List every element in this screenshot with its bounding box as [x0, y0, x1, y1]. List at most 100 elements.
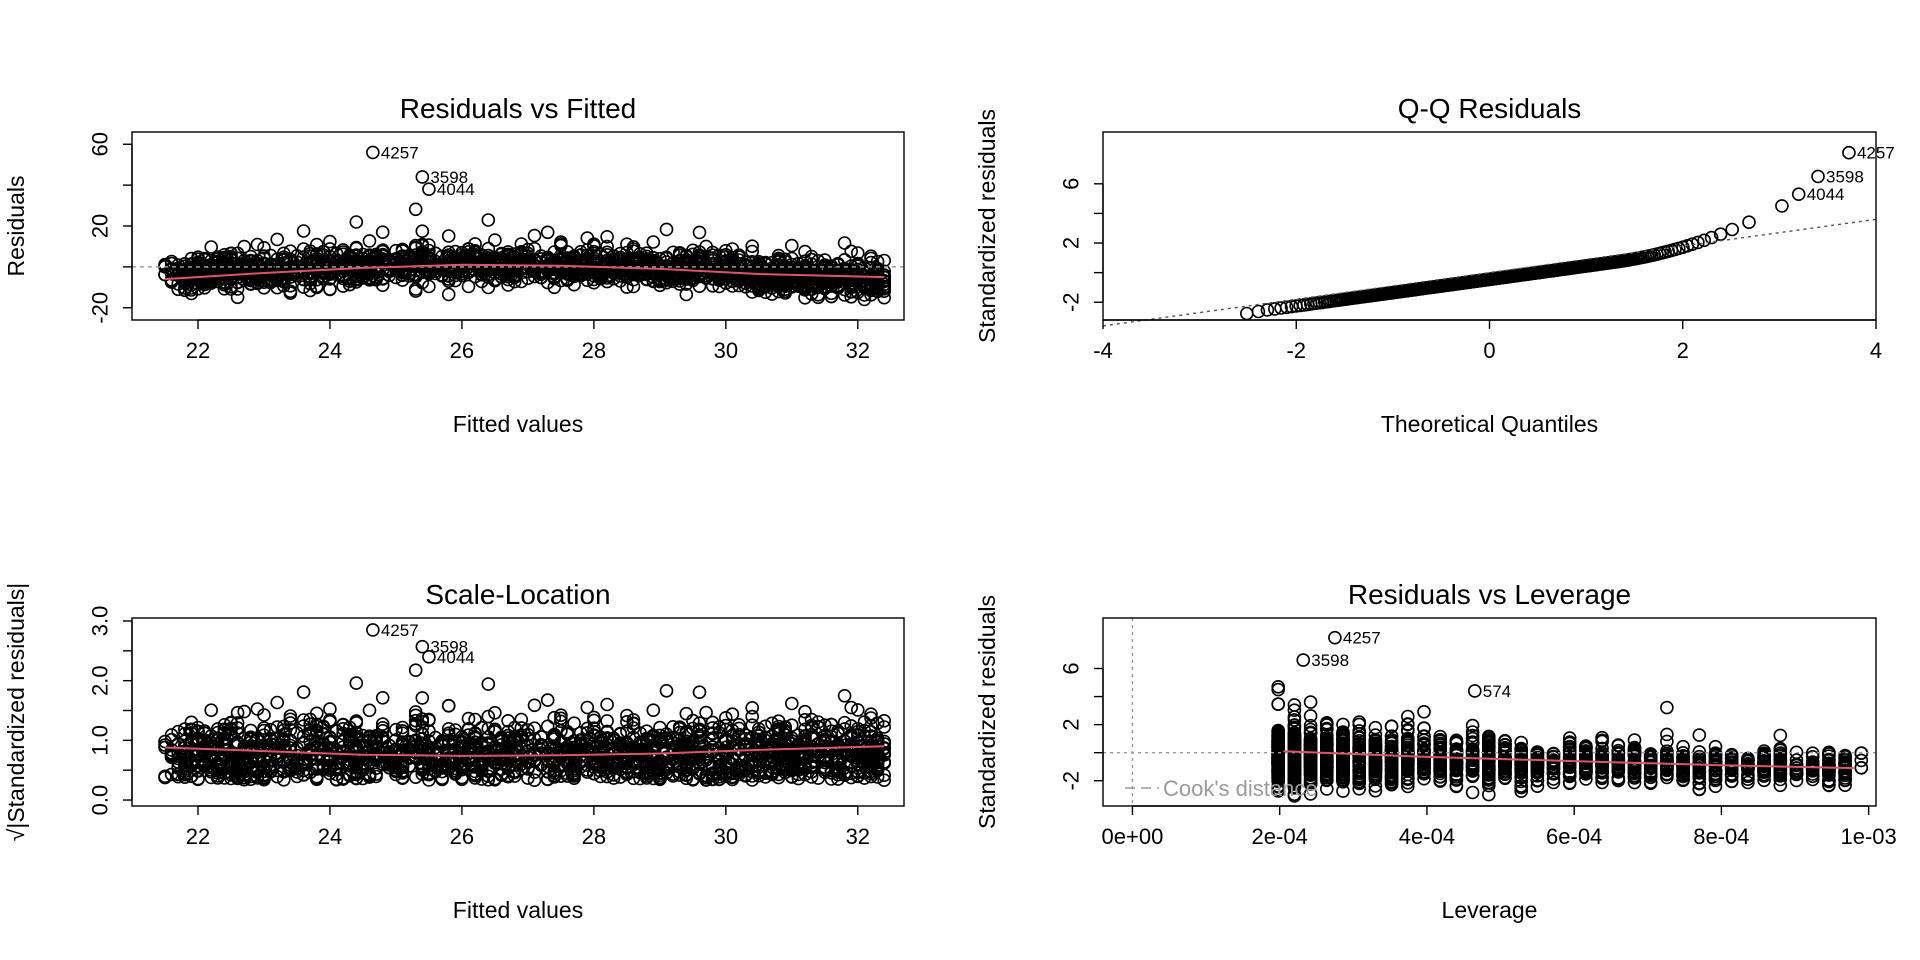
- data-point: [778, 286, 793, 300]
- x-tick-label: 26: [450, 338, 474, 363]
- data-point: [784, 696, 799, 711]
- data-point: [204, 240, 218, 254]
- data-point: [646, 703, 661, 718]
- data-point: [296, 685, 311, 699]
- y-tick-label: -20: [88, 292, 113, 324]
- data-point: [296, 224, 311, 238]
- data-point: [738, 255, 753, 270]
- outlier-point: [366, 623, 380, 637]
- data-point: [336, 271, 350, 286]
- data-point: [481, 677, 496, 691]
- data-point: [362, 234, 377, 248]
- panel-title: Residuals vs Fitted: [400, 93, 637, 124]
- panel-title: Scale-Location: [425, 579, 610, 610]
- data-point: [798, 704, 812, 719]
- data-point: [864, 255, 878, 270]
- y-tick-label: -2: [1059, 292, 1084, 312]
- qq-point: [1775, 199, 1789, 213]
- data-point: [270, 232, 285, 247]
- data-point: [837, 236, 852, 250]
- y-axis-label: √|Standardized residuals|: [3, 583, 29, 842]
- data-point: [659, 683, 674, 698]
- data-point: [270, 695, 285, 710]
- x-tick-label: 30: [714, 824, 738, 849]
- data-point: [237, 239, 251, 254]
- data-point: [408, 202, 423, 217]
- x-tick-label: 22: [186, 824, 210, 849]
- y-tick-label: 6: [1059, 178, 1084, 190]
- data-point: [1773, 728, 1788, 743]
- axis-ticks: -4 -2 0 2 4-226: [1059, 178, 1882, 363]
- x-tick-label: 22: [186, 338, 210, 363]
- panel-title: Q-Q Residuals: [1398, 93, 1582, 124]
- data-point: [659, 222, 674, 237]
- data-point: [375, 278, 390, 293]
- data-point: [375, 690, 390, 705]
- data-point: [600, 697, 614, 712]
- y-tick-label: 0.0: [88, 785, 113, 816]
- data-point: [428, 246, 443, 261]
- data-point: [1271, 679, 1285, 694]
- data-point: [850, 703, 865, 717]
- data-point: [560, 262, 575, 276]
- data-point: [263, 248, 278, 263]
- data-point: [844, 700, 859, 715]
- data-point: [540, 693, 555, 707]
- x-tick-label: 28: [582, 824, 606, 849]
- x-axis-label: Fitted values: [453, 411, 583, 437]
- outlier-label: 4044: [437, 648, 475, 667]
- outlier-point: [1791, 187, 1806, 201]
- outlier-label: 4044: [1807, 185, 1845, 204]
- data-point: [441, 229, 456, 243]
- qq-point: [1725, 222, 1739, 237]
- x-tick-label: 28: [582, 338, 606, 363]
- data-point: [745, 709, 760, 724]
- x-tick-label: 32: [846, 824, 870, 849]
- data-point: [837, 688, 852, 703]
- outlier-label: 4044: [437, 180, 475, 199]
- data-point: [1660, 700, 1674, 715]
- data-point: [850, 246, 865, 260]
- x-axis-label: Theoretical Quantiles: [1381, 411, 1598, 437]
- x-tick-label: 26: [450, 824, 474, 849]
- y-axis-label: Standardized residuals: [974, 109, 1000, 343]
- data-point: [224, 246, 238, 261]
- data-point: [692, 685, 707, 700]
- data-point: [817, 281, 832, 296]
- data-point: [679, 287, 694, 302]
- data-point: [600, 230, 614, 244]
- qq-point: [1240, 306, 1254, 321]
- data-point: [877, 290, 892, 305]
- panel-residuals-vs-leverage: 0e+00 2e-04 4e-04 6e-04 8e-04 1e-03-226 42573…: [974, 579, 1897, 923]
- data-point: [349, 240, 364, 255]
- data-point: [844, 244, 859, 259]
- data-point: [250, 237, 265, 252]
- data-point: [408, 284, 423, 298]
- x-tick-label: 32: [846, 338, 870, 363]
- data-point: [514, 712, 529, 727]
- qq-points: [1240, 199, 1789, 321]
- outlier-point: [1811, 169, 1825, 184]
- data-point: [303, 283, 318, 298]
- data-point: [844, 285, 859, 299]
- data-point: [600, 239, 614, 254]
- data-point: [362, 703, 377, 718]
- outlier-point: [422, 649, 436, 664]
- outlier-point: [415, 170, 430, 184]
- outlier-point: [1842, 145, 1856, 160]
- y-tick-label: 2.0: [88, 665, 113, 696]
- data-point: [745, 239, 760, 253]
- x-tick-label: -4: [1093, 338, 1113, 363]
- data-point: [679, 706, 694, 721]
- x-tick-label: 0: [1483, 338, 1495, 363]
- data-point: [204, 703, 218, 718]
- y-axis-label: Residuals: [3, 176, 29, 277]
- data-point: [415, 224, 430, 238]
- x-tick-label: 30: [714, 338, 738, 363]
